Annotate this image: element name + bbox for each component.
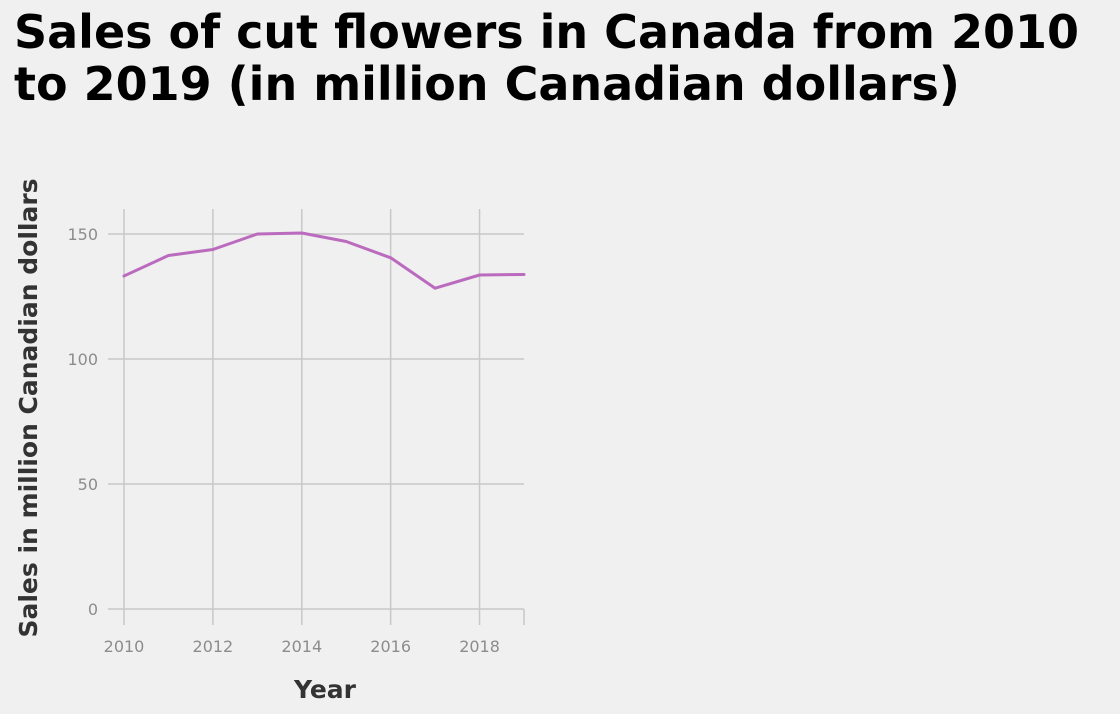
y-tick-label: 50	[78, 475, 98, 494]
grid	[123, 209, 524, 610]
series-line	[122, 231, 526, 290]
chart-title: Sales of cut flowers in Canada from 2010…	[14, 5, 1080, 111]
x-tick-label: 2010	[104, 637, 145, 656]
x-axis-label: Year	[293, 675, 357, 704]
series-layer	[122, 231, 526, 290]
x-tick-label: 2012	[193, 637, 234, 656]
y-tick-label: 150	[67, 225, 98, 244]
y-tick-label: 0	[88, 600, 98, 619]
x-tick-label: 2018	[459, 637, 500, 656]
y-tick-label: 100	[67, 350, 98, 369]
axis-ticks: 0 50 100 150 2010 2012 2014 2016 2018	[67, 225, 525, 656]
x-tick-label: 2014	[281, 637, 322, 656]
y-axis-label: Sales in million Canadian dollars	[14, 178, 43, 637]
x-tick-label: 2016	[370, 637, 411, 656]
